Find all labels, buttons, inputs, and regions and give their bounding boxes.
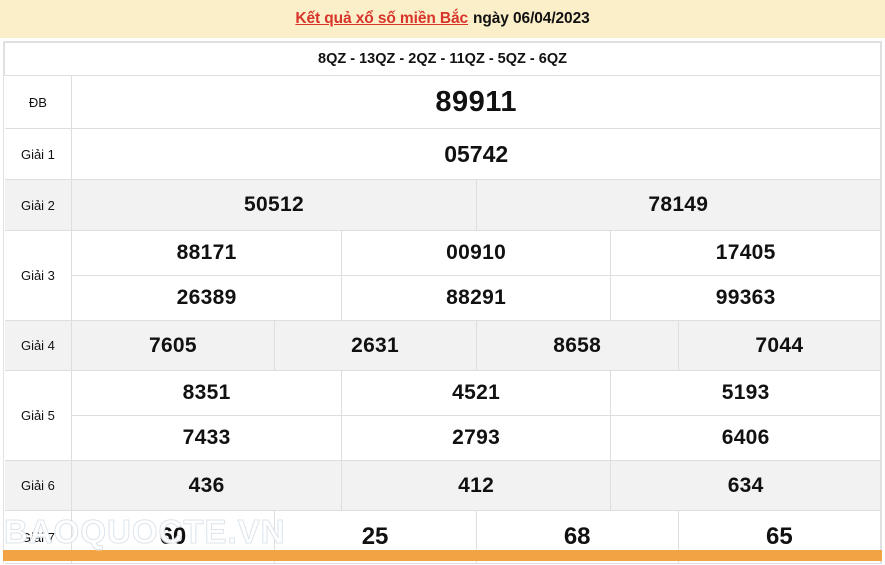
prize-value-g3-4: 26389 xyxy=(71,275,342,321)
bottom-accent-bar xyxy=(3,550,882,561)
prize-label-g5: Giải 5 xyxy=(4,370,73,461)
prize-value-g6-1: 436 xyxy=(71,460,342,511)
prize-value-g5-3: 5193 xyxy=(610,370,881,416)
page-header: Kết quả xổ số miền Bắc ngày 06/04/2023 xyxy=(0,0,885,38)
prize-value-g6-2: 412 xyxy=(340,460,612,511)
prize-row-g1: Giải 1 05742 xyxy=(4,128,881,180)
prize-row-db: ĐB 89911 xyxy=(4,75,881,129)
prize-value-g3-6: 99363 xyxy=(610,275,881,321)
prize-row-g4: Giải 4 7605 2631 8658 7044 xyxy=(4,320,882,371)
prize-row-g3-line2: 26389 88291 99363 xyxy=(5,275,881,321)
prize-label-g1: Giải 1 xyxy=(4,128,73,180)
prize-value-g5-1: 8351 xyxy=(71,370,342,416)
prize-value-g4-4: 7044 xyxy=(677,320,882,371)
prize-label-db: ĐB xyxy=(4,75,73,129)
prize-label-g4: Giải 4 xyxy=(4,320,73,371)
prize-value-g3-5: 88291 xyxy=(340,275,612,321)
prize-value-g5-6: 6406 xyxy=(610,415,881,461)
prize-value-g3-2: 00910 xyxy=(340,230,612,276)
prize-value-g3-1: 88171 xyxy=(71,230,342,276)
prize-value-g5-4: 7433 xyxy=(71,415,342,461)
prize-value-g6-3: 634 xyxy=(610,460,881,511)
prize-label-g2: Giải 2 xyxy=(4,179,73,231)
prize-label-g7: Giải 7 xyxy=(4,510,73,564)
prize-value-g4-3: 8658 xyxy=(475,320,679,371)
prize-row-g5-line1: Giải 5 8351 4521 5193 xyxy=(4,370,881,461)
prize-label-g6: Giải 6 xyxy=(4,460,73,511)
prize-value-g3-3: 17405 xyxy=(610,230,881,276)
result-date: ngày 06/04/2023 xyxy=(473,10,590,27)
prize-value-db: 89911 xyxy=(71,75,881,129)
lottery-result-table: 8QZ - 13QZ - 2QZ - 11QZ - 5QZ - 6QZ ĐB 8… xyxy=(4,42,882,564)
result-title-link[interactable]: Kết quả xổ số miền Bắc xyxy=(295,10,469,27)
prize-label-g3: Giải 3 xyxy=(4,230,73,321)
prize-value-g4-1: 7605 xyxy=(71,320,275,371)
prize-row-g3-line1: Giải 3 88171 00910 17405 xyxy=(4,230,881,321)
lottery-result-table-wrapper: 8QZ - 13QZ - 2QZ - 11QZ - 5QZ - 6QZ ĐB 8… xyxy=(3,41,882,564)
prize-row-g2: Giải 2 50512 78149 xyxy=(4,179,882,231)
prize-value-g5-2: 4521 xyxy=(340,370,612,416)
prize-row-g6: Giải 6 436 412 634 xyxy=(4,460,881,511)
code-row: 8QZ - 13QZ - 2QZ - 11QZ - 5QZ - 6QZ xyxy=(4,42,881,76)
prize-value-g2-2: 78149 xyxy=(475,179,882,231)
prize-value-g4-2: 2631 xyxy=(273,320,477,371)
prize-value-g5-5: 2793 xyxy=(340,415,612,461)
prize-row-g5-line2: 7433 2793 6406 xyxy=(5,415,881,461)
prize-value-g2-1: 50512 xyxy=(71,179,477,231)
prize-value-g1: 05742 xyxy=(71,128,881,180)
code-cell: 8QZ - 13QZ - 2QZ - 11QZ - 5QZ - 6QZ xyxy=(4,42,881,76)
